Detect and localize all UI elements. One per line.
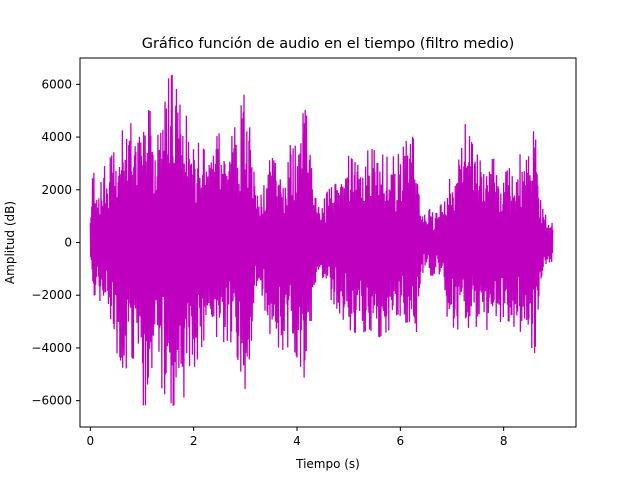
x-tick-label: 8	[500, 434, 508, 448]
y-tick-label: −4000	[31, 341, 72, 355]
y-tick-label: −2000	[31, 288, 72, 302]
chart-title: Gráfico función de audio en el tiempo (f…	[142, 36, 515, 52]
y-tick-label: 2000	[41, 183, 72, 197]
plot-area	[89, 74, 554, 406]
y-tick-label: −6000	[31, 394, 72, 408]
x-tick-label: 6	[397, 434, 405, 448]
axes: 0 2 4 6 8 −6000 −4000 −2000 0 2000 4000 6000	[31, 57, 577, 448]
waveform-series-line	[89, 74, 554, 406]
y-tick-label: 4000	[41, 130, 72, 144]
x-tick-label: 4	[293, 434, 301, 448]
x-axis-label: Tiempo (s)	[295, 457, 360, 471]
y-tick-label: 0	[64, 236, 72, 250]
x-tick-label: 2	[190, 434, 198, 448]
y-axis-label: Amplitud (dB)	[3, 201, 17, 284]
y-tick-label: 6000	[41, 77, 72, 91]
x-tick-label: 0	[87, 434, 95, 448]
